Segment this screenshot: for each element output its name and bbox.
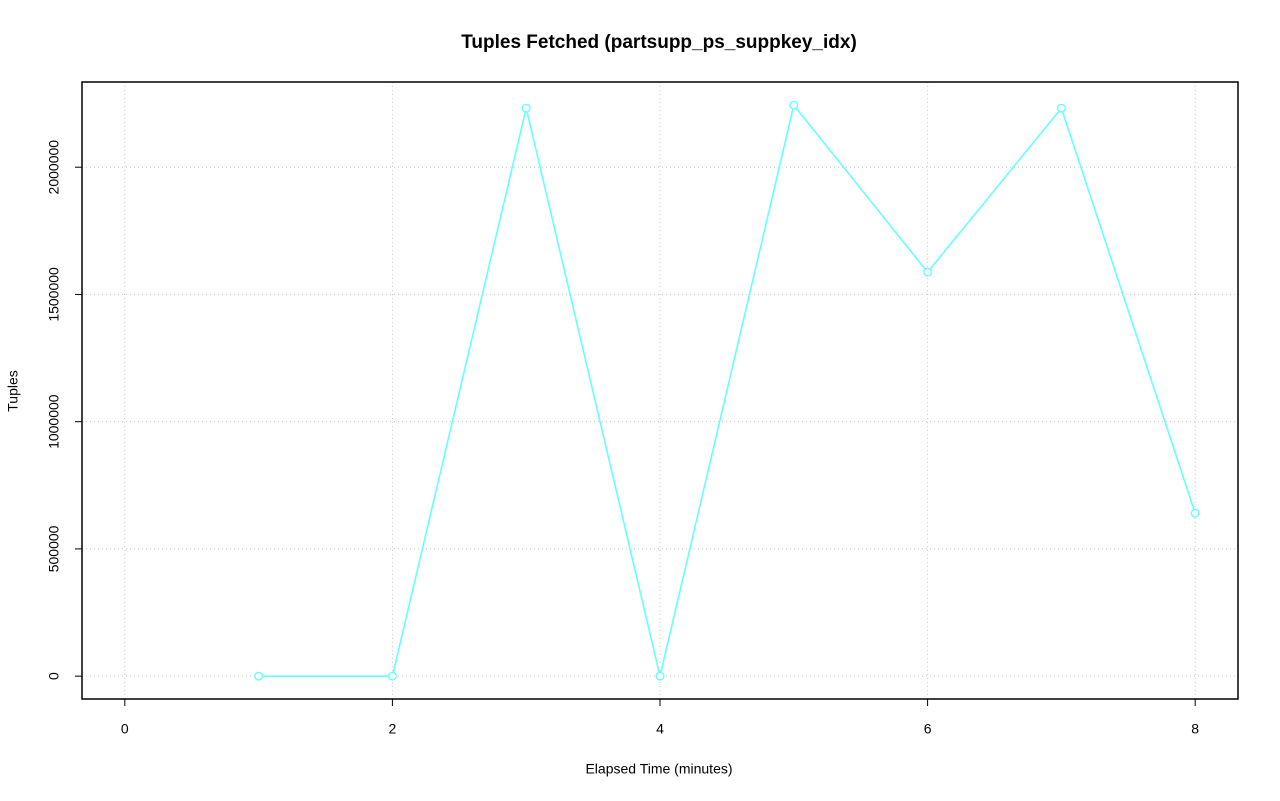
data-point (1190, 508, 1200, 518)
y-axis-label: Tuples (5, 370, 21, 412)
x-axis-label: Elapsed Time (minutes) (585, 761, 732, 777)
data-point (254, 671, 264, 681)
x-tick-label: 2 (389, 721, 397, 737)
chart-title: Tuples Fetched (partsupp_ps_suppkey_idx) (461, 32, 857, 53)
x-tick-label: 0 (121, 721, 129, 737)
y-tick-label: 2000000 (46, 140, 62, 195)
x-tick-label: 8 (1191, 721, 1199, 737)
y-tick-label: 1000000 (46, 394, 62, 449)
y-tick-label: 500000 (46, 525, 62, 572)
data-point (1056, 103, 1066, 113)
data-point (521, 103, 531, 113)
y-tick-label: 0 (46, 672, 62, 680)
data-point (655, 671, 665, 681)
plot-frame (81, 81, 1239, 700)
data-point (387, 671, 397, 681)
data-point (923, 267, 933, 277)
x-tick-label: 4 (656, 721, 664, 737)
y-tick-label: 1500000 (46, 267, 62, 322)
series-line (258, 103, 1196, 677)
x-tick-label: 6 (924, 721, 932, 737)
data-point (789, 100, 799, 110)
